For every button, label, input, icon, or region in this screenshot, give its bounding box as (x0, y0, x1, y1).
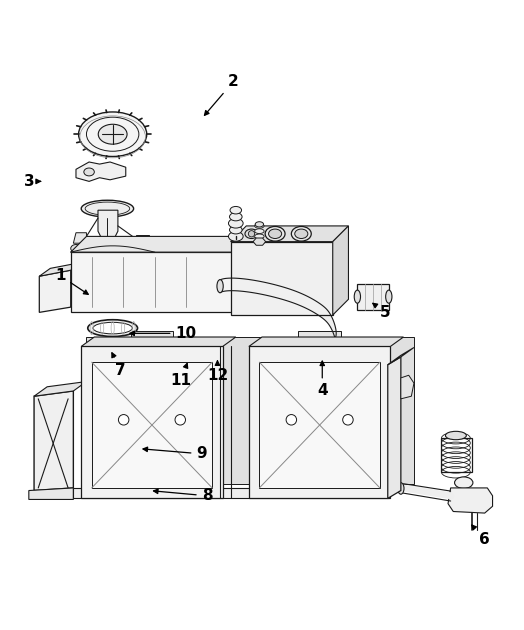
Polygon shape (81, 346, 223, 498)
Ellipse shape (445, 432, 466, 440)
Polygon shape (98, 210, 118, 242)
Polygon shape (71, 252, 241, 312)
Ellipse shape (294, 229, 308, 239)
Polygon shape (231, 242, 333, 315)
Polygon shape (34, 382, 86, 396)
Circle shape (343, 415, 353, 425)
Bar (441, 438, 472, 472)
Ellipse shape (255, 222, 264, 227)
Text: 6: 6 (472, 525, 490, 547)
Polygon shape (76, 162, 126, 181)
Polygon shape (136, 235, 149, 245)
Text: 3: 3 (24, 174, 40, 189)
Ellipse shape (93, 323, 132, 334)
Polygon shape (448, 488, 493, 513)
Polygon shape (401, 375, 414, 399)
Polygon shape (259, 362, 380, 488)
Ellipse shape (217, 280, 223, 293)
Circle shape (248, 231, 255, 237)
Polygon shape (71, 236, 257, 252)
Circle shape (118, 415, 129, 425)
Polygon shape (73, 488, 388, 498)
Polygon shape (249, 337, 403, 346)
Ellipse shape (228, 232, 243, 241)
Polygon shape (388, 348, 414, 365)
Polygon shape (39, 270, 71, 312)
Text: 1: 1 (55, 268, 88, 294)
Ellipse shape (265, 226, 285, 241)
Text: 5: 5 (373, 303, 390, 320)
Polygon shape (388, 357, 401, 498)
Text: 7: 7 (112, 353, 126, 377)
Ellipse shape (268, 229, 282, 239)
Ellipse shape (255, 224, 264, 228)
Text: 8: 8 (154, 488, 212, 503)
Polygon shape (29, 488, 73, 500)
Polygon shape (231, 226, 348, 242)
Ellipse shape (255, 229, 264, 234)
Ellipse shape (255, 239, 264, 244)
Polygon shape (333, 226, 348, 315)
Circle shape (175, 415, 185, 425)
Ellipse shape (454, 477, 473, 488)
Polygon shape (81, 337, 236, 346)
Ellipse shape (230, 213, 242, 221)
Bar (299, 331, 341, 349)
Bar (357, 284, 389, 310)
Polygon shape (73, 232, 86, 243)
Ellipse shape (230, 226, 242, 234)
Ellipse shape (230, 207, 242, 214)
Polygon shape (249, 346, 390, 498)
Ellipse shape (88, 319, 137, 336)
Ellipse shape (228, 219, 243, 228)
Ellipse shape (84, 168, 94, 176)
Ellipse shape (99, 124, 127, 144)
Polygon shape (39, 262, 82, 276)
Ellipse shape (329, 341, 342, 347)
Text: 9: 9 (143, 447, 207, 461)
Polygon shape (34, 391, 73, 491)
Text: 10: 10 (130, 326, 196, 341)
Text: 11: 11 (170, 364, 191, 388)
Ellipse shape (291, 226, 311, 241)
Ellipse shape (81, 200, 134, 217)
Polygon shape (86, 337, 414, 484)
Ellipse shape (79, 112, 147, 156)
Ellipse shape (398, 483, 404, 494)
Polygon shape (253, 238, 266, 245)
Bar (131, 331, 173, 349)
Ellipse shape (354, 290, 361, 303)
Polygon shape (92, 362, 212, 488)
Circle shape (286, 415, 297, 425)
Text: 2: 2 (204, 74, 238, 115)
Ellipse shape (245, 229, 258, 239)
Text: 12: 12 (207, 361, 228, 383)
Ellipse shape (386, 290, 392, 303)
Text: 4: 4 (317, 361, 328, 399)
Ellipse shape (71, 244, 81, 253)
Ellipse shape (255, 234, 264, 239)
